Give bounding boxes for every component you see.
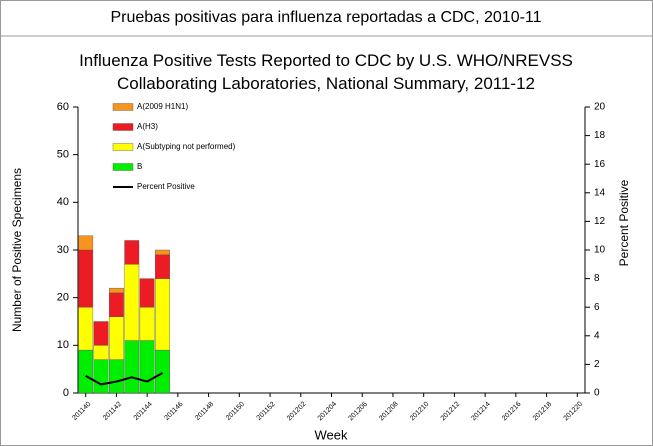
bar-segment [78,349,94,394]
bar-segment [108,292,124,317]
y2-tick-label: 16 [594,159,606,170]
y2-tick-label: 4 [594,330,600,341]
y-axis-label: Number of Positive Specimens [10,168,24,332]
bar-segment [155,278,170,351]
bar-segment [155,249,170,255]
legend-swatch [112,143,134,151]
y2-tick-label: 18 [594,130,606,141]
percent-line [85,372,163,386]
bar-segment [139,307,155,341]
y2-tick-label: 8 [594,273,600,284]
legend-label: Percent Positive [137,182,195,191]
bar-segment [93,321,109,346]
y-tick-label: 50 [57,149,69,161]
y2-axis-label: Percent Positive [617,179,631,266]
legend-label: A(H3) [137,122,158,131]
y2-tick-label: 6 [594,302,600,313]
bar-segment [155,254,170,279]
y-tick-label: 40 [57,196,69,208]
header-title: Pruebas positivas para influenza reporta… [110,9,541,26]
bar-segment [124,264,140,341]
bar-segment [124,240,140,265]
bar-segment [78,307,94,351]
legend-swatch [112,123,134,131]
y-tick-label: 60 [57,101,69,113]
bar-segment [139,278,155,308]
legend-swatch [112,163,134,171]
y2-tick-label: 10 [594,245,606,256]
y-tick-label: 10 [57,339,69,351]
y2-tick-label: 0 [594,388,600,399]
bar-segment [78,249,94,308]
x-axis-label: Week [315,427,348,442]
bar-segment [93,359,109,394]
legend-label: A(Subtyping not performed) [137,142,236,151]
bar-segment [155,349,170,394]
bar-segment [78,235,94,251]
bar-segment [108,316,124,360]
legend-swatch [112,103,134,111]
y-tick-label: 20 [57,292,69,304]
bar-segment [139,340,155,394]
y-tick-label: 30 [57,244,69,256]
bar-segment [108,287,124,294]
y-tick-label: 0 [63,387,69,399]
y2-tick-label: 12 [594,216,606,227]
legend-label: B [137,162,142,171]
y2-tick-label: 14 [594,187,606,198]
bar-segment [108,359,124,394]
legend-label: A(2009 H1N1) [137,102,188,111]
y2-tick-label: 2 [594,359,600,370]
chart-title: Influenza Positive Tests Reported to CDC… [79,51,573,93]
bar-segment [93,345,109,360]
y2-tick-label: 20 [594,102,606,113]
bar-segment [124,340,140,394]
